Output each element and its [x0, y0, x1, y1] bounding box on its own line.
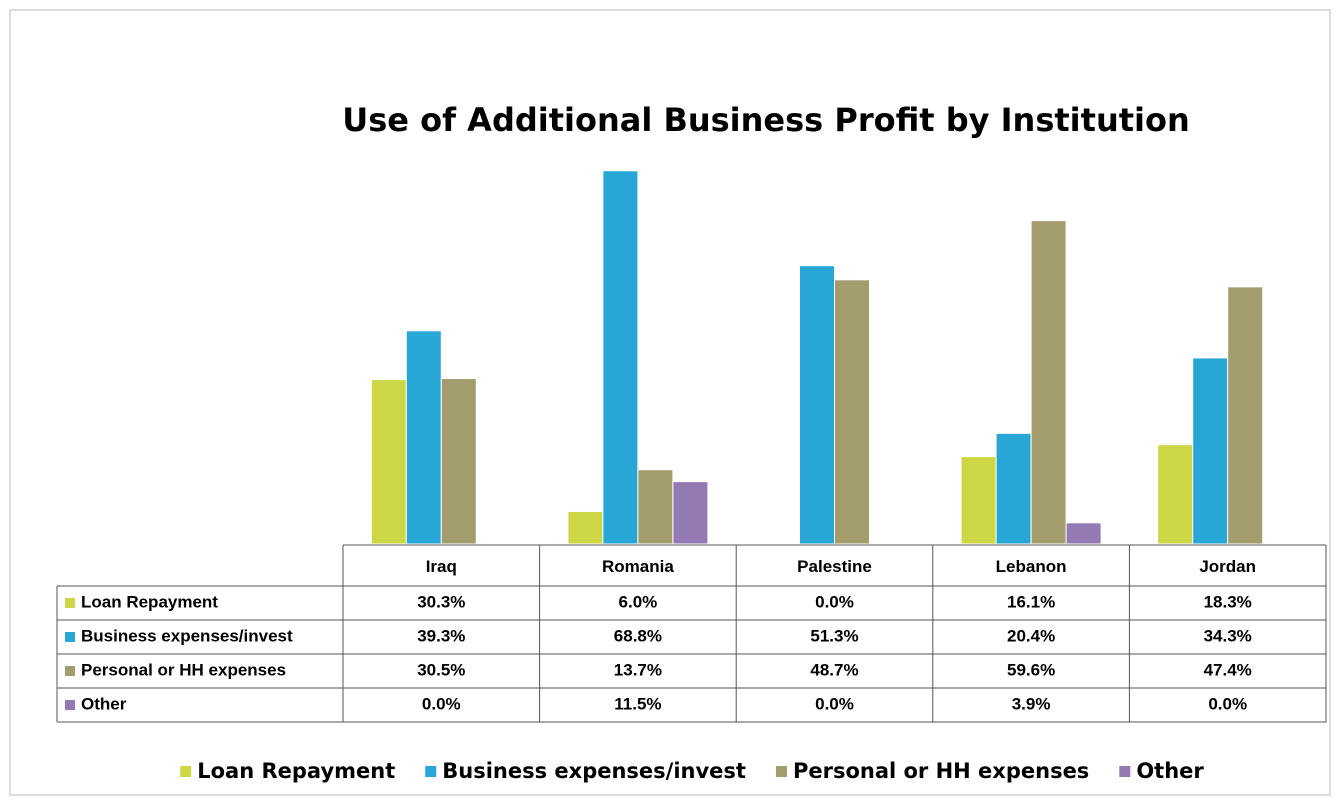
- legend-item: Other: [1119, 759, 1204, 783]
- table-cell: 0.0%: [1208, 694, 1247, 713]
- table-cell: 59.6%: [1007, 660, 1055, 679]
- table-cell: 47.4%: [1204, 660, 1252, 679]
- table-cell: 68.8%: [614, 626, 662, 645]
- legend-label: Business expenses/invest: [442, 759, 746, 783]
- bar: [995, 432, 1032, 545]
- bar: [672, 481, 709, 545]
- table-cell: 34.3%: [1204, 626, 1252, 645]
- table-legend-key: [65, 666, 75, 676]
- table-row-label: Loan Repayment: [81, 592, 218, 611]
- table-row-label: Business expenses/invest: [81, 626, 293, 645]
- bar: [1227, 286, 1264, 545]
- bar: [1157, 444, 1194, 545]
- table-cell: 0.0%: [422, 694, 461, 713]
- chart-title: Use of Additional Business Profit by Ins…: [342, 101, 1190, 139]
- table-cell: 48.7%: [810, 660, 858, 679]
- legend-item: Loan Repayment: [180, 759, 395, 783]
- table-cell: 16.1%: [1007, 592, 1055, 611]
- bar: [567, 510, 604, 545]
- legend-label: Personal or HH expenses: [793, 759, 1089, 783]
- table-cell: 6.0%: [619, 592, 658, 611]
- table-legend-key: [65, 700, 75, 710]
- legend-label: Loan Repayment: [197, 759, 395, 783]
- bar: [834, 279, 870, 545]
- table-cell: 11.5%: [614, 694, 661, 713]
- table-cell: 20.4%: [1007, 626, 1055, 645]
- legend-key: [775, 766, 787, 777]
- bar: [1030, 220, 1067, 545]
- table-cell: 30.5%: [417, 660, 465, 679]
- bar: [1065, 522, 1102, 545]
- table-cell: 51.3%: [810, 626, 858, 645]
- table-header: Romania: [602, 557, 674, 576]
- table-legend-key: [65, 598, 75, 608]
- table-cell: 0.0%: [815, 592, 854, 611]
- bar: [799, 265, 835, 545]
- table-cell: 13.7%: [614, 660, 662, 679]
- bar: [440, 378, 477, 545]
- table-header: Jordan: [1199, 557, 1256, 576]
- legend-item: Personal or HH expenses: [775, 759, 1089, 783]
- bar: [602, 170, 639, 545]
- table-cell: 3.9%: [1012, 694, 1051, 713]
- legend-label: Other: [1136, 759, 1204, 783]
- bar: [405, 330, 442, 545]
- table-cell: 30.3%: [417, 592, 465, 611]
- bar: [637, 469, 674, 545]
- legend-key: [1119, 766, 1131, 777]
- legend-item: Business expenses/invest: [425, 759, 746, 783]
- bar: [960, 456, 997, 545]
- table-header: Lebanon: [996, 557, 1067, 576]
- table-row-label: Personal or HH expenses: [81, 660, 286, 679]
- table-header: Iraq: [426, 557, 457, 576]
- table-legend-key: [65, 632, 75, 642]
- table-cell: 39.3%: [417, 626, 465, 645]
- legend-key: [425, 766, 437, 777]
- legend: Loan Repayment Business expenses/invest Pe…: [180, 759, 1204, 783]
- legend-key: [180, 766, 192, 777]
- bar: [370, 379, 407, 545]
- table-row-label: Other: [81, 694, 127, 713]
- chart-border: [9, 9, 1331, 796]
- bar: [1192, 357, 1229, 545]
- table-header: Palestine: [797, 557, 872, 576]
- table-cell: 0.0%: [815, 694, 854, 713]
- table-cell: 18.3%: [1204, 592, 1252, 611]
